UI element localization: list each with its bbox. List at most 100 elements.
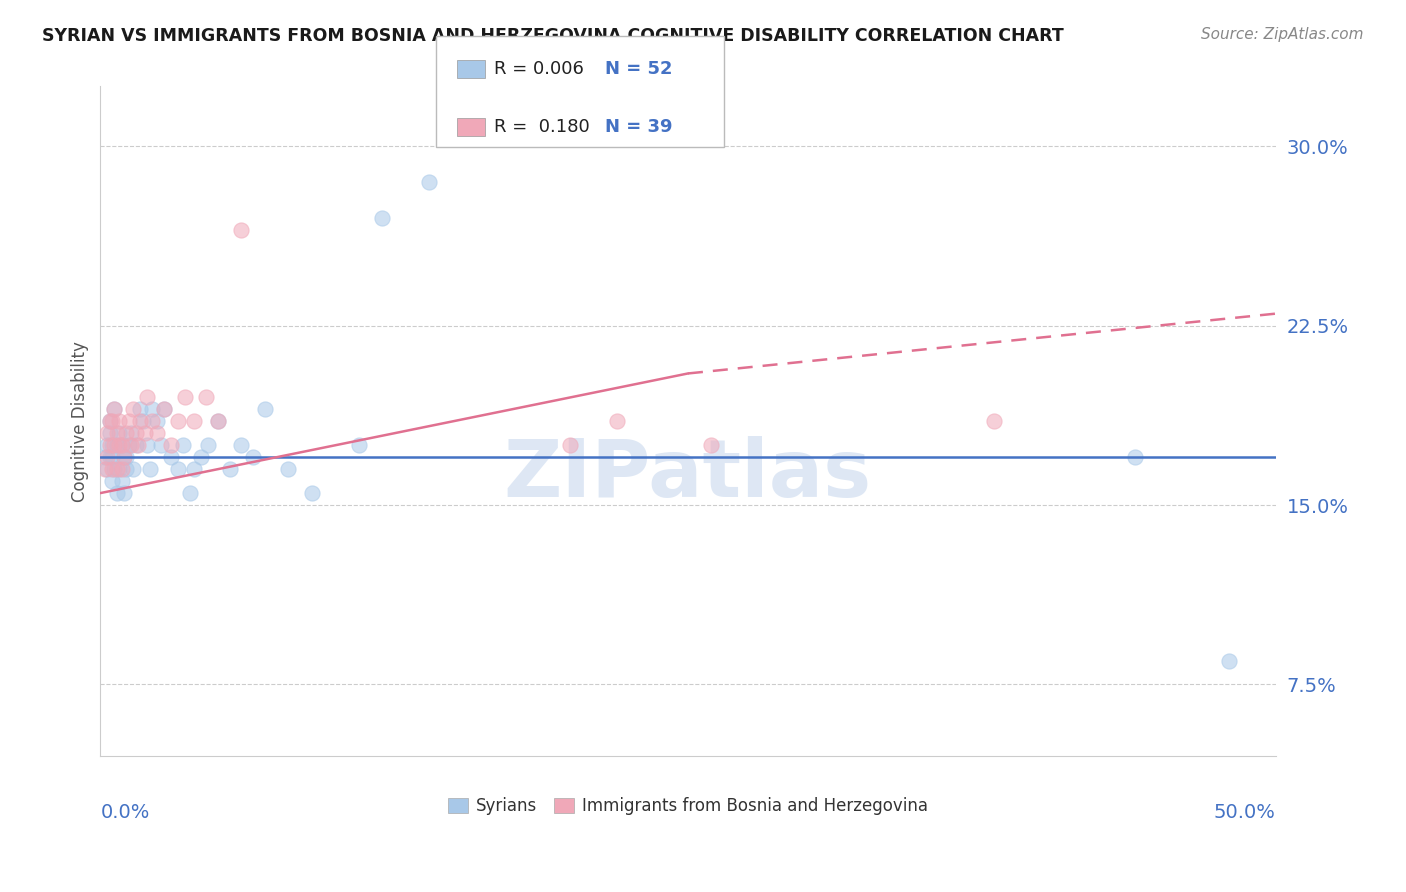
Point bbox=[207, 414, 229, 428]
Point bbox=[96, 426, 118, 441]
Point bbox=[127, 438, 149, 452]
Point bbox=[174, 390, 197, 404]
Text: ZIPatlas: ZIPatlas bbox=[503, 436, 872, 514]
Point bbox=[183, 462, 205, 476]
Text: 50.0%: 50.0% bbox=[1213, 803, 1275, 822]
Point bbox=[183, 414, 205, 428]
Point bbox=[197, 438, 219, 452]
Point bbox=[101, 474, 124, 488]
Point bbox=[145, 426, 167, 441]
Point bbox=[108, 414, 131, 428]
Text: N = 39: N = 39 bbox=[605, 118, 672, 136]
Point bbox=[101, 462, 124, 476]
Point bbox=[145, 414, 167, 428]
Point bbox=[124, 426, 146, 441]
Point bbox=[98, 414, 121, 428]
Point bbox=[606, 414, 628, 428]
Point bbox=[120, 438, 142, 452]
Point bbox=[129, 414, 152, 428]
Point bbox=[98, 438, 121, 452]
Point bbox=[179, 486, 201, 500]
Point bbox=[112, 486, 135, 500]
Point bbox=[138, 462, 160, 476]
Point bbox=[190, 450, 212, 465]
Point bbox=[160, 438, 183, 452]
Point bbox=[96, 462, 118, 476]
Point bbox=[108, 462, 131, 476]
Point bbox=[700, 438, 723, 452]
Point bbox=[560, 438, 582, 452]
Point bbox=[418, 175, 440, 189]
Point bbox=[98, 450, 121, 465]
Point bbox=[347, 438, 370, 452]
Point bbox=[371, 211, 394, 225]
Point bbox=[101, 438, 124, 452]
Point bbox=[167, 414, 190, 428]
Text: SYRIAN VS IMMIGRANTS FROM BOSNIA AND HERZEGOVINA COGNITIVE DISABILITY CORRELATIO: SYRIAN VS IMMIGRANTS FROM BOSNIA AND HER… bbox=[42, 27, 1064, 45]
Point bbox=[120, 426, 142, 441]
Point bbox=[108, 438, 131, 452]
Point bbox=[218, 462, 240, 476]
Point bbox=[103, 402, 125, 417]
Point bbox=[117, 414, 139, 428]
Point bbox=[231, 438, 253, 452]
Point bbox=[136, 438, 159, 452]
Point bbox=[983, 414, 1005, 428]
Text: R =  0.180: R = 0.180 bbox=[494, 118, 589, 136]
Text: N = 52: N = 52 bbox=[605, 60, 672, 78]
Point bbox=[105, 426, 128, 441]
Point bbox=[195, 390, 218, 404]
Point bbox=[103, 438, 125, 452]
Point bbox=[101, 450, 124, 465]
Point bbox=[231, 223, 253, 237]
Point bbox=[136, 390, 159, 404]
Point bbox=[98, 414, 121, 428]
Point bbox=[141, 402, 163, 417]
Point bbox=[112, 450, 135, 465]
Point bbox=[150, 438, 173, 452]
Point bbox=[172, 438, 194, 452]
Point bbox=[122, 402, 145, 417]
Point bbox=[153, 402, 176, 417]
Point bbox=[112, 450, 135, 465]
Point bbox=[117, 438, 139, 452]
Point bbox=[110, 438, 132, 452]
Point bbox=[94, 462, 117, 476]
Point bbox=[96, 438, 118, 452]
Point bbox=[115, 462, 138, 476]
Point bbox=[207, 414, 229, 428]
Point bbox=[105, 486, 128, 500]
Text: Source: ZipAtlas.com: Source: ZipAtlas.com bbox=[1201, 27, 1364, 42]
Point bbox=[110, 438, 132, 452]
Point bbox=[115, 450, 138, 465]
Point bbox=[101, 414, 124, 428]
Text: R = 0.006: R = 0.006 bbox=[494, 60, 583, 78]
Point bbox=[277, 462, 299, 476]
Point bbox=[1218, 654, 1240, 668]
Point bbox=[167, 462, 190, 476]
Point bbox=[94, 450, 117, 465]
Point bbox=[242, 450, 264, 465]
Point bbox=[134, 426, 156, 441]
Point bbox=[105, 438, 128, 452]
Point bbox=[301, 486, 323, 500]
Point bbox=[110, 474, 132, 488]
Point bbox=[141, 414, 163, 428]
Point bbox=[98, 426, 121, 441]
Point bbox=[131, 414, 153, 428]
Point bbox=[160, 450, 183, 465]
Legend: Syrians, Immigrants from Bosnia and Herzegovina: Syrians, Immigrants from Bosnia and Herz… bbox=[441, 790, 935, 822]
Point bbox=[110, 462, 132, 476]
Point bbox=[96, 450, 118, 465]
Point bbox=[103, 462, 125, 476]
Point bbox=[253, 402, 276, 417]
Point bbox=[103, 402, 125, 417]
Point bbox=[124, 438, 146, 452]
Point bbox=[122, 462, 145, 476]
Point bbox=[153, 402, 176, 417]
Point bbox=[129, 402, 152, 417]
Text: 0.0%: 0.0% bbox=[100, 803, 149, 822]
Y-axis label: Cognitive Disability: Cognitive Disability bbox=[72, 341, 89, 501]
Point bbox=[115, 426, 138, 441]
Point bbox=[1123, 450, 1146, 465]
